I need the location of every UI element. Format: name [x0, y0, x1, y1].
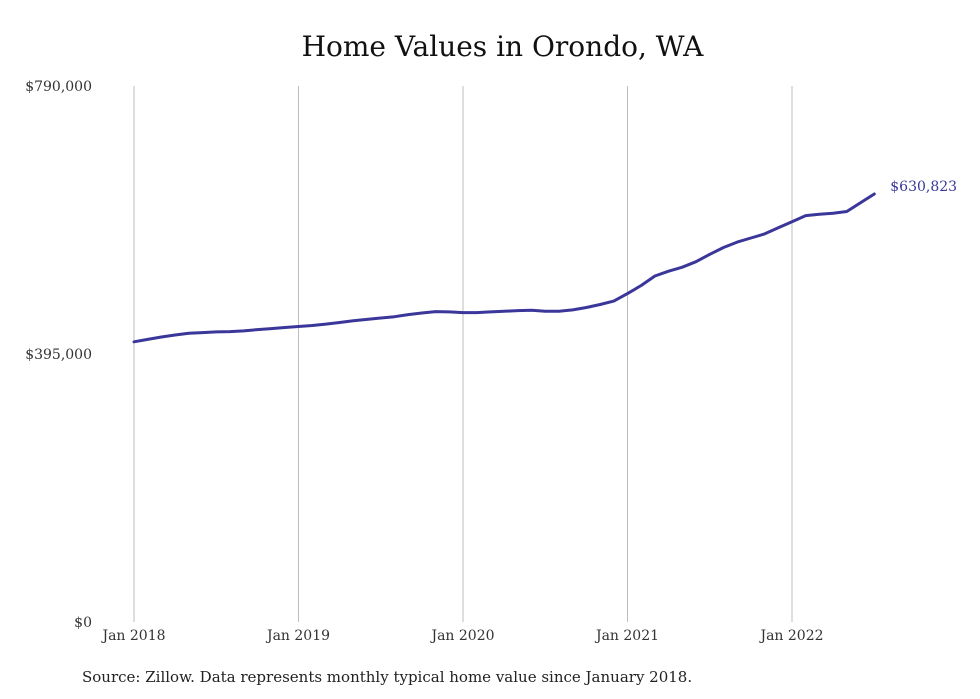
x-tick-label: Jan 2019 [265, 628, 330, 644]
y-axis-tick-labels: $790,000 $395,000 $0 [25, 79, 92, 631]
y-tick-label: $790,000 [25, 79, 92, 95]
x-tick-label: Jan 2018 [100, 628, 165, 644]
source-note: Source: Zillow. Data represents monthly … [82, 668, 693, 686]
x-tick-label: Jan 2022 [758, 628, 823, 644]
gridlines [133, 86, 793, 622]
end-value-label: $630,823 [890, 179, 957, 195]
x-tick-label: Jan 2021 [594, 628, 659, 644]
series-layer: $630,823 [132, 179, 957, 344]
y-tick-label: $0 [74, 615, 92, 631]
series-line [132, 192, 876, 344]
chart-title: Home Values in Orondo, WA [301, 30, 704, 63]
y-tick-label: $395,000 [25, 347, 92, 363]
x-tick-label: Jan 2020 [429, 628, 494, 644]
x-axis-tick-labels: Jan 2018 Jan 2019 Jan 2020 Jan 2021 Jan 2022 [100, 628, 823, 644]
